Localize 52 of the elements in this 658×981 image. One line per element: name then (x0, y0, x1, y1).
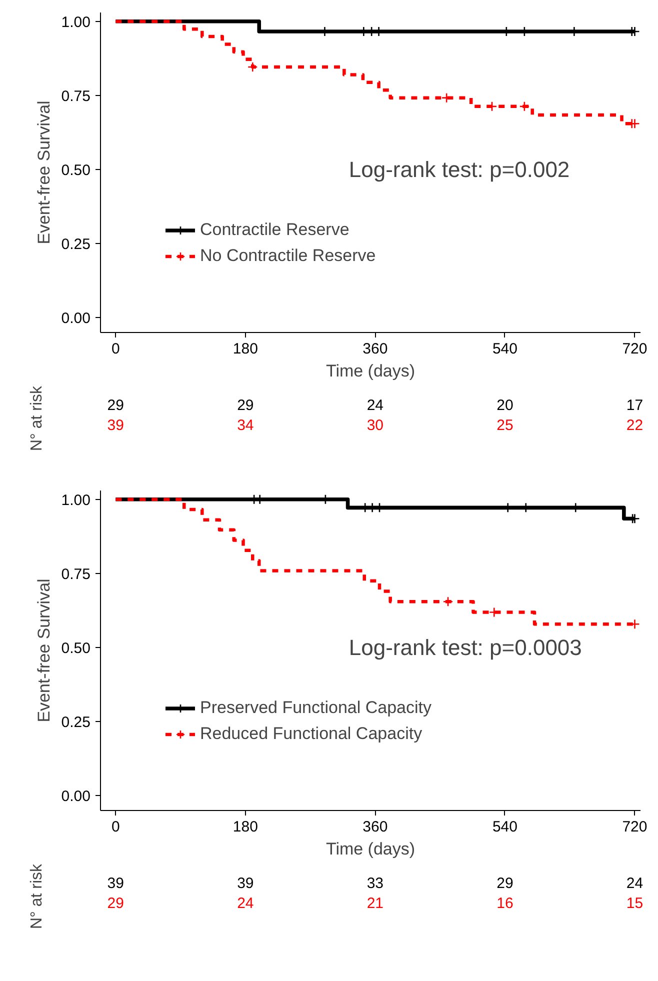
text: 29 (107, 397, 124, 414)
text: 22 (626, 417, 644, 434)
x-tick-label: 360 (362, 340, 388, 358)
x-tick-label: 720 (622, 818, 648, 836)
y-tick-label: 0.75 (61, 566, 91, 583)
x-tick-label: 540 (492, 818, 518, 836)
x-tick-label: 540 (492, 340, 518, 358)
x-tick-label: 360 (362, 818, 388, 836)
text: 17 (626, 397, 644, 414)
text: N° at risk (28, 384, 46, 452)
text: 29 (496, 875, 514, 892)
text: 20 (496, 397, 514, 414)
legend-label: Contractile Reserve (200, 219, 350, 241)
y-tick-label: 0.00 (61, 788, 91, 806)
text: 24 (237, 895, 254, 912)
text: 33 (366, 875, 384, 892)
text: 34 (237, 417, 254, 434)
x-tick-label: 180 (232, 340, 258, 358)
text: 24 (626, 875, 644, 892)
x-tick-label: 0 (111, 340, 120, 358)
x-axis-title: Time (days) (326, 840, 416, 858)
text: 39 (107, 875, 124, 892)
x-tick-label: 720 (622, 340, 648, 358)
text: 29 (237, 397, 254, 414)
y-tick-label: 0.00 (61, 310, 91, 328)
text: 29 (107, 895, 124, 912)
text: 15 (626, 895, 644, 912)
y-tick-label: 0.25 (61, 236, 91, 254)
y-tick-label: 0.50 (61, 162, 91, 180)
y-tick-label: 0.25 (61, 714, 91, 732)
y-axis-title: Event-free Survival (34, 100, 54, 244)
y-tick-label: 1.00 (61, 14, 91, 31)
y-axis-title: Event-free Survival (34, 578, 54, 722)
annotation: Log-rank test: p=0.0003 (348, 635, 582, 660)
x-axis-title: Time (days) (326, 362, 416, 380)
text: 25 (496, 417, 514, 434)
legend-label: Reduced Functional Capacity (200, 723, 422, 745)
x-tick-label: 180 (232, 818, 258, 836)
text: 21 (366, 895, 384, 912)
annotation: Log-rank test: p=0.002 (348, 157, 570, 182)
text: 39 (107, 417, 124, 434)
y-tick-label: 0.50 (61, 640, 91, 658)
text: N° at risk (28, 862, 46, 930)
x-tick-label: 0 (111, 818, 120, 836)
text: 16 (496, 895, 514, 912)
y-tick-label: 1.00 (61, 492, 91, 509)
text: 30 (366, 417, 384, 434)
legend-label: No Contractile Reserve (200, 245, 376, 267)
text: 24 (366, 397, 384, 414)
legend-label: Preserved Functional Capacity (200, 697, 432, 719)
text: 39 (237, 875, 254, 892)
y-tick-label: 0.75 (61, 88, 91, 105)
